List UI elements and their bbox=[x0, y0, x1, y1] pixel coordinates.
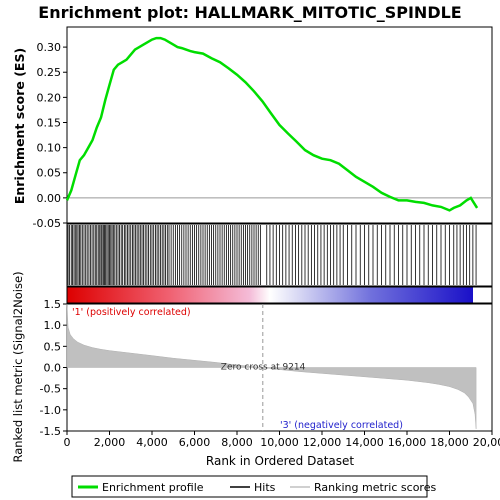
rank-color-bar-frame bbox=[66, 286, 493, 304]
x-tick-label: 4,000 bbox=[136, 436, 168, 449]
x-tick-label: 16,000 bbox=[388, 436, 427, 449]
negatively-correlated-label: '3' (negatively correlated) bbox=[280, 420, 403, 431]
positively-correlated-label: '1' (positively correlated) bbox=[72, 307, 191, 318]
es-y-tick-label: 0.25 bbox=[37, 66, 62, 79]
es-y-tick-label: 0.10 bbox=[37, 142, 62, 155]
enrichment-profile-line bbox=[65, 36, 479, 212]
x-tick-label: 6,000 bbox=[179, 436, 211, 449]
legend: Enrichment profile Hits Ranking metric s… bbox=[71, 475, 436, 498]
x-axis-label: Rank in Ordered Dataset bbox=[206, 454, 354, 468]
enrichment-score-panel: -0.05 0.00 0.05 0.10 0.15 0.20 0.25 0.30 bbox=[33, 26, 493, 230]
metric-y-axis: -1.5 -1.0 -0.5 0.0 0.5 1.0 1.5 bbox=[40, 298, 67, 438]
rank-color-bar bbox=[67, 287, 473, 303]
metric-y-tick-label: -1.5 bbox=[40, 425, 61, 438]
metric-y-tick-label: -0.5 bbox=[40, 383, 61, 396]
es-y-tick-label: 0.15 bbox=[37, 116, 62, 129]
zero-cross-label: Zero cross at 9214 bbox=[221, 363, 306, 373]
metric-y-tick-label: -1.0 bbox=[40, 404, 61, 417]
x-tick-label: 10,000 bbox=[260, 436, 299, 449]
ranked-metric-panel: -1.5 -1.0 -0.5 0.0 0.5 1.0 1.5 Zero cross at 9… bbox=[40, 298, 493, 438]
metric-y-tick-label: 1.0 bbox=[44, 319, 62, 332]
x-axis: 0 2,000 4,000 6,000 8,000 10,000 12,000 14,000 1… bbox=[64, 431, 500, 449]
legend-item-enrichment-profile: Enrichment profile bbox=[102, 481, 204, 494]
hits-panel bbox=[66, 223, 493, 287]
es-y-axis: -0.05 0.00 0.05 0.10 0.15 0.20 0.25 0.30 bbox=[33, 41, 67, 230]
metric-y-tick-label: 0.0 bbox=[44, 362, 62, 375]
es-y-tick-label: 0.20 bbox=[37, 91, 62, 104]
x-tick-label: 0 bbox=[64, 436, 71, 449]
x-tick-label: 12,000 bbox=[303, 436, 342, 449]
hit-markers bbox=[67, 225, 477, 285]
es-y-tick-label: 0.00 bbox=[37, 192, 62, 205]
es-y-tick-label: 0.30 bbox=[37, 41, 62, 54]
legend-item-ranking-metric: Ranking metric scores bbox=[314, 481, 436, 494]
metric-y-tick-label: 1.5 bbox=[44, 298, 62, 311]
x-tick-label: 8,000 bbox=[221, 436, 253, 449]
x-tick-label: 18,000 bbox=[430, 436, 469, 449]
metric-y-axis-label: Ranked list metric (Signal2Noise) bbox=[11, 271, 25, 462]
es-y-tick-label: -0.05 bbox=[33, 217, 61, 230]
es-y-tick-label: 0.05 bbox=[37, 167, 62, 180]
legend-item-hits: Hits bbox=[254, 481, 276, 494]
x-tick-label: 14,000 bbox=[345, 436, 384, 449]
metric-y-tick-label: 0.5 bbox=[44, 340, 62, 353]
x-tick-label: 20,000 bbox=[473, 436, 500, 449]
chart-title: Enrichment plot: HALLMARK_MITOTIC_SPINDL… bbox=[38, 3, 461, 22]
x-tick-label: 2,000 bbox=[94, 436, 126, 449]
es-y-axis-label: Enrichment score (ES) bbox=[12, 48, 27, 204]
ranking-metric-area bbox=[66, 303, 477, 429]
